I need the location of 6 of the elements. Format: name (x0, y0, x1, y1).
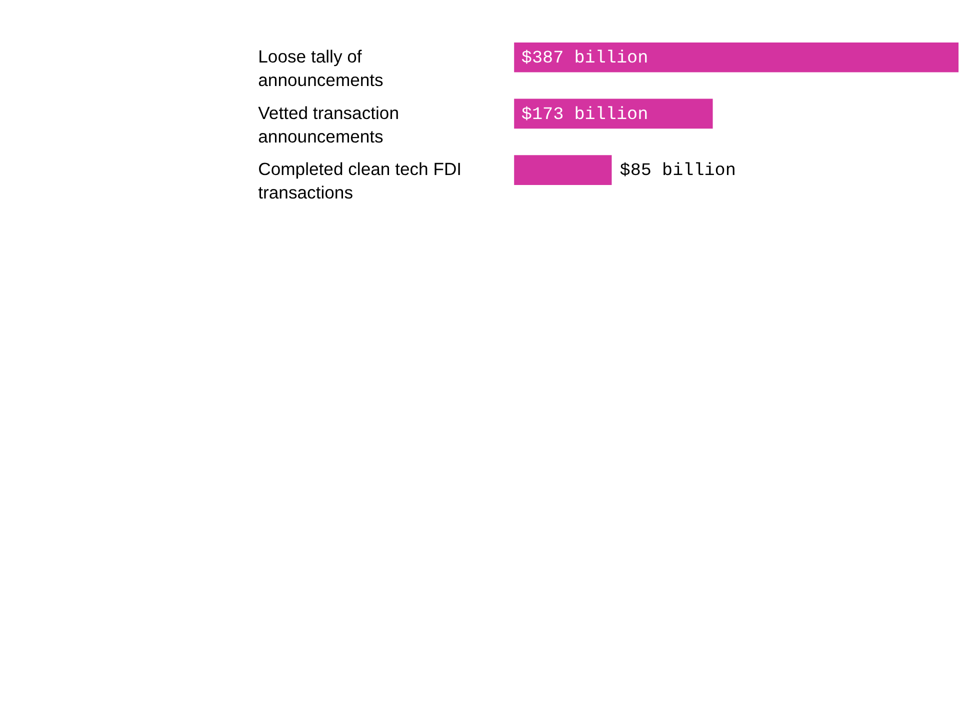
data-label: $173 billion (521, 104, 648, 125)
data-label: $387 billion (521, 48, 648, 69)
y-tick-label: Loose tally of announcements (258, 46, 384, 90)
data-label: $85 billion (620, 161, 736, 182)
y-tick-label: Completed clean tech FDI transactions (258, 159, 462, 203)
y-tick-label: Vetted transaction announcements (258, 102, 400, 146)
